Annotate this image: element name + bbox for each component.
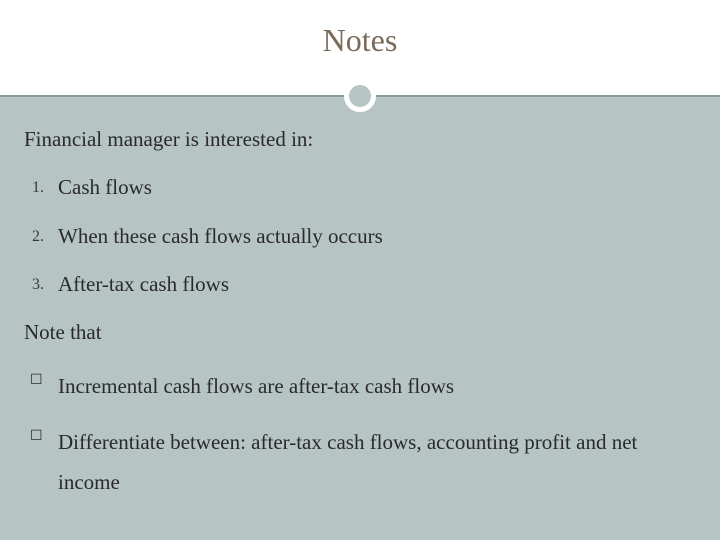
list-item: 2. When these cash flows actually occurs — [24, 222, 696, 250]
list-text: Incremental cash flows are after-tax cas… — [58, 367, 454, 407]
slide-container: Notes Financial manager is interested in… — [0, 0, 720, 540]
list-text: After-tax cash flows — [58, 270, 229, 298]
list-text: When these cash flows actually occurs — [58, 222, 383, 250]
list-text: Cash flows — [58, 173, 152, 201]
slide-content: Financial manager is interested in: 1. C… — [0, 95, 720, 502]
list-item: ☐ Incremental cash flows are after-tax c… — [24, 367, 696, 407]
list-number: 3. — [32, 270, 58, 298]
list-item: 3. After-tax cash flows — [24, 270, 696, 298]
circle-accent-icon — [344, 80, 376, 112]
note-label: Note that — [24, 318, 696, 346]
square-bullet-icon: ☐ — [30, 367, 58, 407]
list-number: 1. — [32, 173, 58, 201]
list-item: ☐ Differentiate between: after-tax cash … — [24, 423, 696, 503]
slide-title: Notes — [0, 0, 720, 59]
list-text: Differentiate between: after-tax cash fl… — [58, 423, 696, 503]
intro-text: Financial manager is interested in: — [24, 125, 696, 153]
list-item: 1. Cash flows — [24, 173, 696, 201]
square-bullet-icon: ☐ — [30, 423, 58, 503]
list-number: 2. — [32, 222, 58, 250]
